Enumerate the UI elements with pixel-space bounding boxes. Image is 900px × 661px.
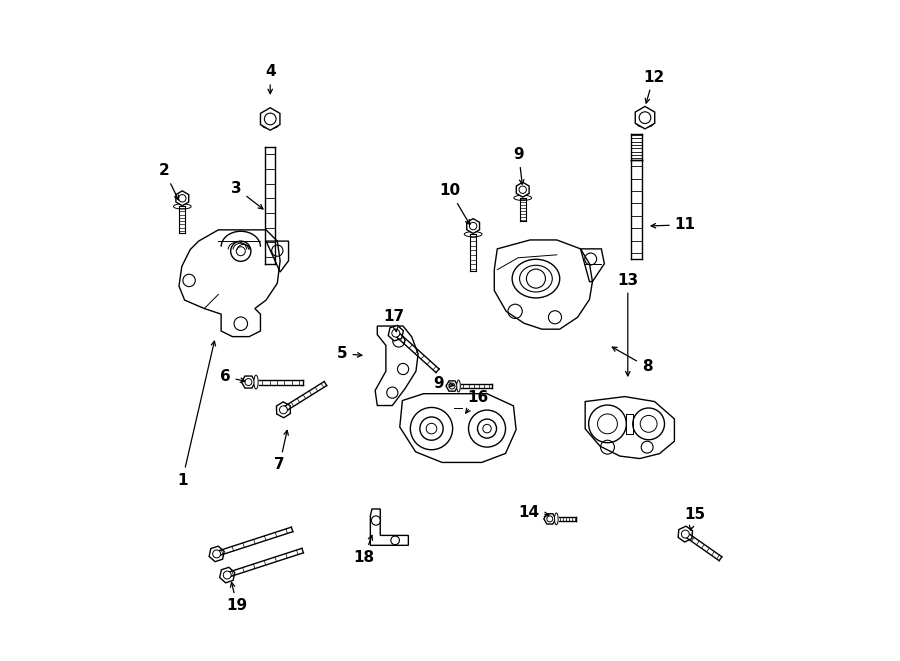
Circle shape [519, 186, 526, 194]
Text: 5: 5 [337, 346, 362, 361]
Circle shape [547, 516, 553, 522]
Text: 13: 13 [617, 272, 638, 376]
Text: 8: 8 [612, 347, 652, 374]
Circle shape [265, 113, 276, 125]
Ellipse shape [254, 375, 258, 389]
Ellipse shape [174, 204, 191, 209]
Circle shape [223, 571, 231, 579]
Text: 6: 6 [220, 369, 245, 384]
Circle shape [245, 379, 252, 385]
Polygon shape [260, 108, 280, 130]
Circle shape [392, 329, 400, 337]
Text: 10: 10 [439, 183, 470, 225]
Text: 1: 1 [177, 341, 216, 488]
Polygon shape [544, 514, 556, 524]
Ellipse shape [514, 195, 532, 200]
Text: 16: 16 [465, 389, 489, 413]
Polygon shape [446, 381, 458, 391]
Polygon shape [678, 526, 692, 542]
Polygon shape [635, 106, 654, 129]
Text: 14: 14 [518, 505, 549, 520]
Polygon shape [467, 219, 480, 233]
Text: 4: 4 [265, 64, 275, 94]
Text: 15: 15 [684, 507, 705, 530]
Ellipse shape [262, 123, 278, 128]
Polygon shape [517, 182, 529, 197]
Circle shape [470, 222, 477, 230]
Circle shape [280, 406, 287, 414]
Text: 11: 11 [652, 217, 696, 232]
Text: 7: 7 [274, 430, 288, 473]
Polygon shape [241, 376, 256, 388]
Text: 17: 17 [383, 309, 404, 332]
Circle shape [178, 194, 186, 202]
Text: 9: 9 [513, 147, 524, 184]
Polygon shape [388, 325, 403, 341]
Text: 2: 2 [159, 163, 178, 200]
Circle shape [212, 550, 220, 558]
Circle shape [449, 383, 455, 389]
Ellipse shape [637, 122, 652, 127]
Polygon shape [209, 546, 224, 562]
Ellipse shape [456, 380, 460, 392]
Ellipse shape [554, 513, 558, 525]
Text: 12: 12 [643, 69, 664, 103]
Polygon shape [276, 402, 291, 418]
Polygon shape [220, 567, 235, 583]
Polygon shape [176, 191, 189, 206]
Ellipse shape [464, 231, 482, 237]
Text: 3: 3 [231, 181, 263, 209]
Text: 19: 19 [227, 582, 248, 613]
Text: 9: 9 [433, 376, 454, 391]
Text: 18: 18 [354, 535, 374, 565]
Circle shape [639, 112, 651, 124]
Circle shape [681, 530, 689, 538]
